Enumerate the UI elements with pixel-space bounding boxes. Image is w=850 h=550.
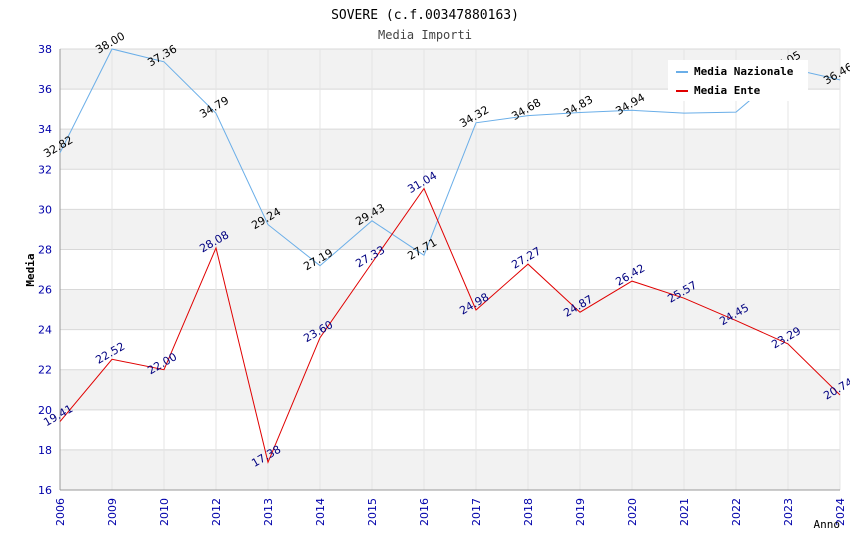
x-tick-label: 2015: [366, 498, 379, 526]
x-tick-label: 2020: [626, 498, 639, 526]
grid-band: [60, 209, 840, 250]
y-tick-label: 30: [38, 203, 52, 216]
grid-band: [60, 129, 840, 170]
data-label: 31.04: [405, 169, 439, 196]
x-tick-label: 2014: [314, 498, 327, 526]
x-axis-label: Anno: [814, 518, 841, 531]
data-label: 34.79: [197, 94, 231, 121]
grid-band: [60, 369, 840, 410]
data-label: 34.83: [561, 93, 595, 120]
x-tick-label: 2012: [210, 498, 223, 526]
x-tick-label: 2006: [54, 498, 67, 526]
y-tick-label: 24: [38, 324, 52, 337]
series-line-nazionale: [59, 48, 841, 267]
data-label: 27.19: [301, 246, 335, 273]
x-tick-label: 2018: [522, 498, 535, 526]
x-tick-label: 2024: [834, 498, 847, 526]
y-tick-label: 36: [38, 83, 52, 96]
x-tick-label: 2023: [782, 498, 795, 526]
y-tick-label: 20: [38, 404, 52, 417]
y-tick-label: 32: [38, 163, 52, 176]
legend: Media Nazionale Media Ente: [668, 60, 808, 101]
y-tick-label: 34: [38, 123, 52, 136]
x-tick-label: 2009: [106, 498, 119, 526]
series-line-ente: [59, 187, 841, 464]
x-tick-label: 2016: [418, 498, 431, 526]
grid-band: [60, 449, 840, 490]
x-tick-label: 2022: [730, 498, 743, 526]
y-tick-label: 38: [38, 43, 52, 56]
x-tick-label: 2017: [470, 498, 483, 526]
y-tick-label: 26: [38, 284, 52, 297]
data-label: 34.94: [613, 91, 647, 118]
x-tick-label: 2019: [574, 498, 587, 526]
x-tick-label: 2010: [158, 498, 171, 526]
x-tick-label: 2013: [262, 498, 275, 526]
y-tick-label: 16: [38, 484, 52, 497]
data-label: 34.68: [509, 96, 543, 123]
legend-label-ente: Media Ente: [694, 84, 761, 97]
y-tick-label: 18: [38, 444, 52, 457]
chart-title: SOVERE (c.f.00347880163): [331, 8, 519, 23]
legend-background: [668, 60, 808, 101]
x-tick-label: 2021: [678, 498, 691, 526]
y-tick-label: 22: [38, 364, 52, 377]
data-label: 22.52: [93, 340, 127, 367]
legend-label-nazionale: Media Nazionale: [694, 65, 794, 78]
y-axis-label: Media: [24, 253, 37, 286]
chart-subtitle: Media Importi: [378, 28, 472, 42]
y-tick-label: 28: [38, 243, 52, 256]
